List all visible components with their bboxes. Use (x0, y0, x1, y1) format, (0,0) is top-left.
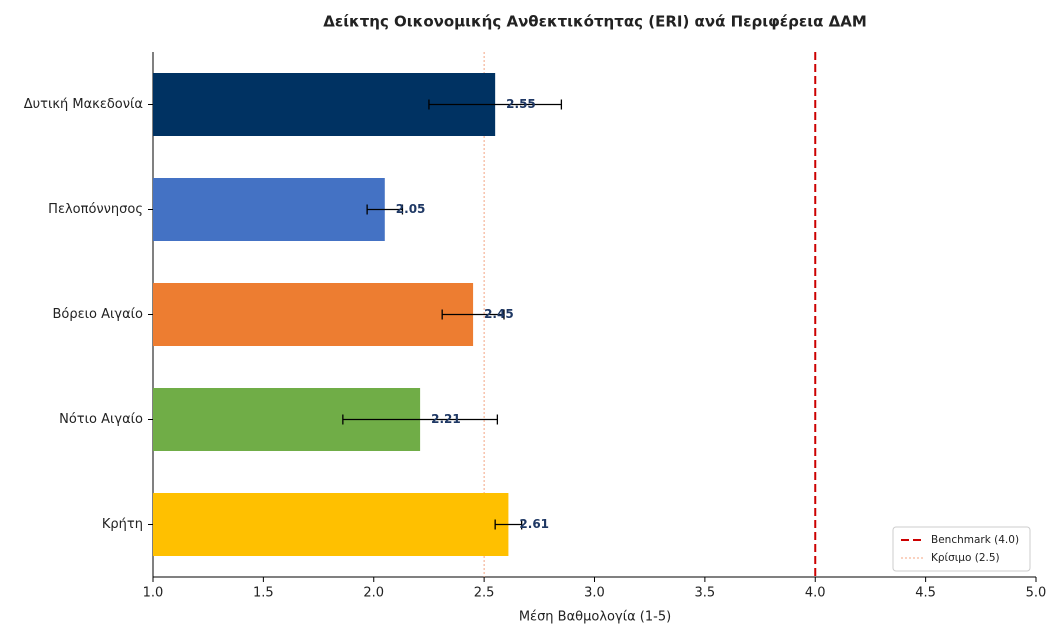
value-label: 2.55 (506, 97, 536, 111)
bar (153, 178, 385, 241)
x-axis-label: Μέση Βαθμολογία (1-5) (519, 610, 671, 625)
y-tick-label: Δυτική Μακεδονία (24, 97, 143, 112)
value-label: 2.61 (519, 517, 549, 531)
x-tick-label: 5.0 (1026, 586, 1047, 601)
x-tick-label: 2.0 (363, 586, 384, 601)
y-tick-label: Βόρειο Αιγαίο (52, 307, 143, 322)
bar (153, 493, 509, 556)
x-tick-label: 3.5 (695, 586, 716, 601)
chart-title: Δείκτης Οικονομικής Ανθεκτικότητας (ERI)… (323, 13, 867, 31)
y-tick-label: Κρήτη (102, 517, 143, 532)
value-label: 2.45 (484, 307, 514, 321)
x-tick-label: 1.0 (143, 586, 164, 601)
value-label: 2.21 (431, 412, 461, 426)
bar (153, 283, 474, 346)
x-tick-label: 1.5 (253, 586, 274, 601)
legend-label: Benchmark (4.0) (931, 534, 1019, 546)
x-tick-label: 4.5 (915, 586, 936, 601)
y-tick-label: Πελοπόννησος (48, 202, 143, 217)
legend-label: Κρίσιμο (2.5) (931, 552, 1000, 564)
x-tick-label: 2.5 (474, 586, 495, 601)
value-label: 2.05 (396, 202, 426, 216)
x-tick-label: 3.0 (584, 586, 605, 601)
legend-box (892, 526, 1031, 572)
y-tick-label: Νότιο Αιγαίο (59, 412, 143, 427)
x-tick-label: 4.0 (805, 586, 826, 601)
